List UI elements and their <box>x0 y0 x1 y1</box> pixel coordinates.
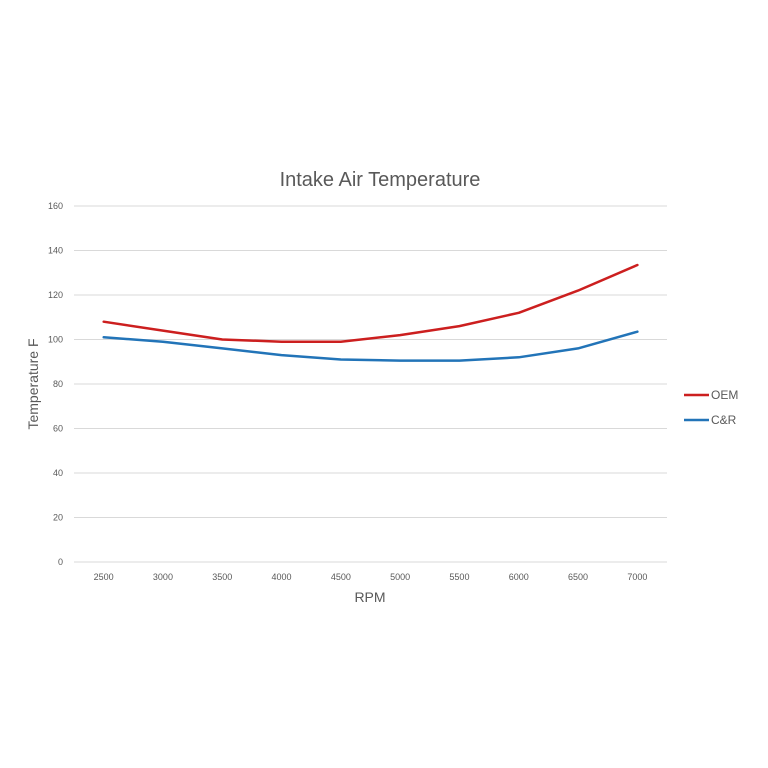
legend: OEM C&R <box>684 388 738 427</box>
y-tick-label-100: 100 <box>48 335 63 345</box>
chart-title: Intake Air Temperature <box>280 169 481 191</box>
y-tick-label-60: 60 <box>53 424 63 434</box>
series-lines <box>102 263 639 362</box>
x-tick-label-4500: 4500 <box>331 572 351 582</box>
y-tick-label-160: 160 <box>48 201 63 211</box>
x-tick-label-5500: 5500 <box>449 572 469 582</box>
x-tick-label-2500: 2500 <box>94 572 114 582</box>
x-axis-title: RPM <box>354 589 385 605</box>
x-tick-label-6500: 6500 <box>568 572 588 582</box>
x-tick-label-6000: 6000 <box>509 572 529 582</box>
y-tick-label-140: 140 <box>48 246 63 256</box>
x-tick-label-3000: 3000 <box>153 572 173 582</box>
series-line-c-r <box>102 330 639 362</box>
legend-label-oem: OEM <box>711 388 738 402</box>
x-tick-label-5000: 5000 <box>390 572 410 582</box>
x-tick-label-3500: 3500 <box>212 572 232 582</box>
y-tick-label-120: 120 <box>48 290 63 300</box>
y-tick-label-0: 0 <box>58 557 63 567</box>
x-tick-label-4000: 4000 <box>272 572 292 582</box>
y-tick-label-40: 40 <box>53 468 63 478</box>
y-tick-label-20: 20 <box>53 513 63 523</box>
legend-label-c-r: C&R <box>711 413 737 427</box>
y-axis-ticks: 0 20 40 60 80 100 120 140 160 <box>48 201 63 567</box>
x-axis-ticks: 2500 3000 3500 4000 4500 5000 5500 6000 6500 7000 <box>94 572 648 582</box>
y-tick-label-80: 80 <box>53 379 63 389</box>
x-tick-label-7000: 7000 <box>627 572 647 582</box>
gridlines <box>74 205 667 563</box>
series-line-oem <box>102 263 639 343</box>
y-axis-title: Temperature F <box>25 338 41 429</box>
